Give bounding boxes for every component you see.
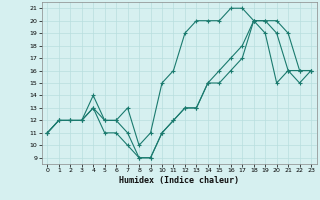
X-axis label: Humidex (Indice chaleur): Humidex (Indice chaleur)	[119, 176, 239, 185]
